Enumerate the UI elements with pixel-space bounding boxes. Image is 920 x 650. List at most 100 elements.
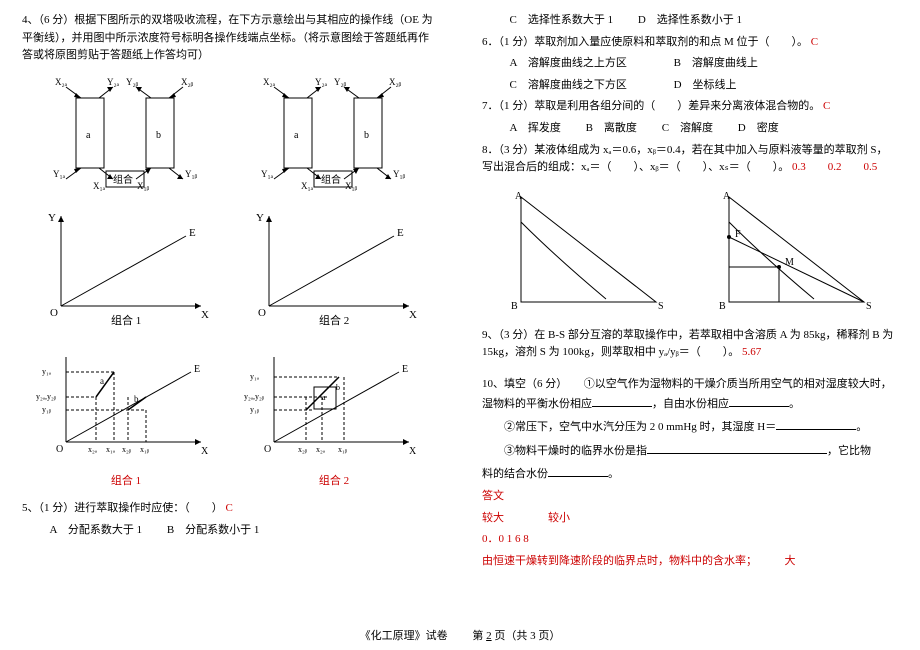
- svg-text:Y: Y: [256, 212, 264, 224]
- svg-text:X₂ᵦ: X₂ᵦ: [181, 77, 194, 87]
- q7: 7．（1 分）萃取是利用各组分间的（ ）差异来分离液体混合物的。 C: [482, 98, 898, 116]
- triangle-diagrams: A B S F M A B S: [482, 187, 898, 317]
- svg-text:X: X: [409, 446, 417, 457]
- svg-text:X₂ᵦ: X₂ᵦ: [389, 77, 402, 87]
- page-footer: 《化工原理》试卷 第 2 页（共 3 页）: [0, 628, 920, 646]
- svg-text:X₁ₐ: X₁ₐ: [93, 181, 106, 191]
- answer-3: 由恒速干燥转到降速阶段的临界点时，物料中的含水率； 大: [482, 553, 898, 571]
- q10-line4: 料的结合水份。: [482, 464, 898, 484]
- q5-opts-cd: C 选择性系数大于 1 D 选择性系数小于 1: [510, 12, 899, 30]
- svg-text:Y₁ₐ: Y₁ₐ: [53, 169, 66, 179]
- svg-text:y₁ᵦ: y₁ᵦ: [250, 405, 260, 414]
- ans-graph-2: E a b y₁ₐ y₂ₐ,y₂ᵦ y₁ᵦ x₂ᵦ x₂ₐ x₁ᵦ O X: [244, 337, 424, 467]
- graph-1: Y E O X 组合 1: [36, 201, 216, 331]
- svg-text:b: b: [364, 130, 369, 141]
- flow-diagrams: a b X₂ₐ Y₂ₐ Y₂ᵦ X₂ᵦ Y₁ₐ X₁ₐ X₁ᵦ Y₁ᵦ 组合: [22, 73, 438, 193]
- svg-text:b: b: [336, 383, 340, 392]
- answer-graphs: E a b y₁ₐ y₂ₐ,y₂ᵦ y₁ᵦ x₂ₐ x₁ₐ x₂ᵦ x₁ᵦ O …: [22, 337, 438, 467]
- blank-4: [647, 441, 827, 454]
- svg-text:X₂ₐ: X₂ₐ: [263, 77, 276, 87]
- svg-text:y₂ₐ,y₂ᵦ: y₂ₐ,y₂ᵦ: [36, 392, 57, 401]
- q6: 6．（1 分）萃取剂加入量应使原料和萃取剂的和点 M 位于（ ）。 C: [482, 34, 898, 52]
- svg-text:a: a: [294, 130, 299, 141]
- svg-text:x₁ᵦ: x₁ᵦ: [140, 445, 150, 454]
- blank-2: [729, 394, 789, 407]
- blank-graphs: Y E O X 组合 1 Y E O X 组合 2: [22, 201, 438, 331]
- svg-text:X: X: [409, 309, 417, 321]
- svg-text:X₂ₐ: X₂ₐ: [55, 77, 68, 87]
- caption-1: 组合 1: [111, 473, 141, 491]
- svg-text:x₂ᵦ: x₂ᵦ: [298, 445, 308, 454]
- q5: 5、（1 分）进行萃取操作时应使：（ ） C: [22, 500, 438, 518]
- svg-text:组合 2: 组合 2: [319, 313, 349, 327]
- svg-text:y₂ₐ,y₂ᵦ: y₂ₐ,y₂ᵦ: [244, 392, 265, 401]
- svg-text:x₂ₐ: x₂ₐ: [316, 445, 326, 454]
- svg-text:X₁ᵦ: X₁ᵦ: [345, 181, 358, 191]
- flow-left: a b X₂ₐ Y₂ₐ Y₂ᵦ X₂ᵦ Y₁ₐ X₁ₐ X₁ᵦ Y₁ᵦ 组合: [41, 73, 211, 193]
- svg-text:B: B: [719, 301, 726, 312]
- graph-2: Y E O X 组合 2: [244, 201, 424, 331]
- svg-text:Y₂ₐ: Y₂ₐ: [107, 77, 120, 87]
- svg-text:Y: Y: [48, 212, 56, 224]
- svg-text:y₁ᵦ: y₁ᵦ: [42, 405, 52, 414]
- blank-1: [592, 394, 652, 407]
- answer-header: 答文: [482, 488, 898, 506]
- svg-text:x₂ᵦ: x₂ᵦ: [122, 445, 132, 454]
- svg-text:A: A: [723, 191, 731, 202]
- svg-text:X: X: [201, 446, 209, 457]
- svg-text:E: E: [397, 227, 404, 239]
- svg-text:X: X: [201, 309, 209, 321]
- ans-graph-1: E a b y₁ₐ y₂ₐ,y₂ᵦ y₁ᵦ x₂ₐ x₁ₐ x₂ᵦ x₁ᵦ O …: [36, 337, 216, 467]
- svg-text:a: a: [322, 393, 326, 402]
- svg-text:y₁ₐ: y₁ₐ: [250, 372, 260, 381]
- caption-2: 组合 2: [319, 473, 349, 491]
- svg-text:组合 1: 组合 1: [111, 313, 141, 327]
- q10-line2: ②常压下，空气中水汽分压为 2 0 mmHg 时，其湿度 H＝。: [482, 417, 898, 437]
- svg-text:E: E: [189, 227, 196, 239]
- svg-text:X₁ᵦ: X₁ᵦ: [137, 181, 150, 191]
- svg-text:y₁ₐ: y₁ₐ: [42, 367, 52, 376]
- blank-5: [548, 464, 608, 477]
- svg-text:S: S: [866, 301, 872, 312]
- q6-opts-1: A 溶解度曲线之上方区 B 溶解度曲线上: [510, 55, 899, 73]
- right-column: C 选择性系数大于 1 D 选择性系数小于 1 6．（1 分）萃取剂加入量应使原…: [460, 0, 920, 650]
- left-column: 4、（6 分）根据下图所示的双塔吸收流程，在下方示意绘出与其相应的操作线（OE …: [0, 0, 460, 650]
- svg-text:b: b: [134, 394, 139, 404]
- svg-text:S: S: [658, 301, 664, 312]
- answer-1: 较大 较小: [482, 510, 898, 528]
- svg-text:b: b: [156, 130, 161, 141]
- triangle-right: F M A B S: [709, 187, 879, 317]
- q5-opts-ab: A 分配系数大于 1 B 分配系数小于 1: [50, 522, 439, 540]
- svg-text:Y₂ᵦ: Y₂ᵦ: [126, 77, 139, 87]
- q10-line1: 10、填空（6 分） ①以空气作为湿物料的干燥介质当所用空气的相对湿度较大时，湿…: [482, 376, 898, 413]
- answer-captions: 组合 1 组合 2: [22, 473, 438, 491]
- svg-text:组合: 组合: [113, 173, 133, 186]
- page: 4、（6 分）根据下图所示的双塔吸收流程，在下方示意绘出与其相应的操作线（OE …: [0, 0, 920, 650]
- flow-right: a b X₂ₐ Y₂ₐ Y₂ᵦ X₂ᵦ Y₁ₐ X₁ₐ X₁ᵦ Y₁ᵦ 组合: [249, 73, 419, 193]
- svg-text:E: E: [402, 364, 408, 375]
- svg-text:a: a: [86, 130, 91, 141]
- svg-text:x₂ₐ: x₂ₐ: [88, 445, 98, 454]
- svg-text:F: F: [735, 229, 741, 240]
- q4-text: 4、（6 分）根据下图所示的双塔吸收流程，在下方示意绘出与其相应的操作线（OE …: [22, 12, 438, 65]
- svg-text:O: O: [264, 444, 271, 455]
- q10-line3: ③物料干燥时的临界水份是指，它比物: [482, 441, 898, 461]
- svg-text:O: O: [258, 307, 266, 319]
- svg-text:组合: 组合: [321, 173, 341, 186]
- svg-text:Y₂ᵦ: Y₂ᵦ: [334, 77, 347, 87]
- svg-text:Y₁ᵦ: Y₁ᵦ: [185, 169, 198, 179]
- svg-text:O: O: [50, 307, 58, 319]
- svg-text:Y₂ₐ: Y₂ₐ: [315, 77, 328, 87]
- svg-text:Y₁ᵦ: Y₁ᵦ: [393, 169, 406, 179]
- svg-text:X₁ₐ: X₁ₐ: [301, 181, 314, 191]
- q5-answer: C: [226, 502, 233, 514]
- svg-text:O: O: [56, 444, 63, 455]
- q8: 8．（3 分）某液体组成为 xₐ＝0.6，xᵦ＝0.4，若在其中加入与原料液等量…: [482, 142, 898, 177]
- q9: 9、（3 分）在 B-S 部分互溶的萃取操作中，若萃取相中含溶质 A 为 85k…: [482, 327, 898, 362]
- svg-text:Y₁ₐ: Y₁ₐ: [261, 169, 274, 179]
- q7-opts: A 挥发度 B 离散度 C 溶解度 D 密度: [510, 120, 899, 138]
- svg-text:a: a: [100, 376, 104, 386]
- blank-3: [776, 417, 856, 430]
- svg-text:x₁ᵦ: x₁ᵦ: [338, 445, 348, 454]
- q6-opts-2: C 溶解度曲线之下方区 D 坐标线上: [510, 77, 899, 95]
